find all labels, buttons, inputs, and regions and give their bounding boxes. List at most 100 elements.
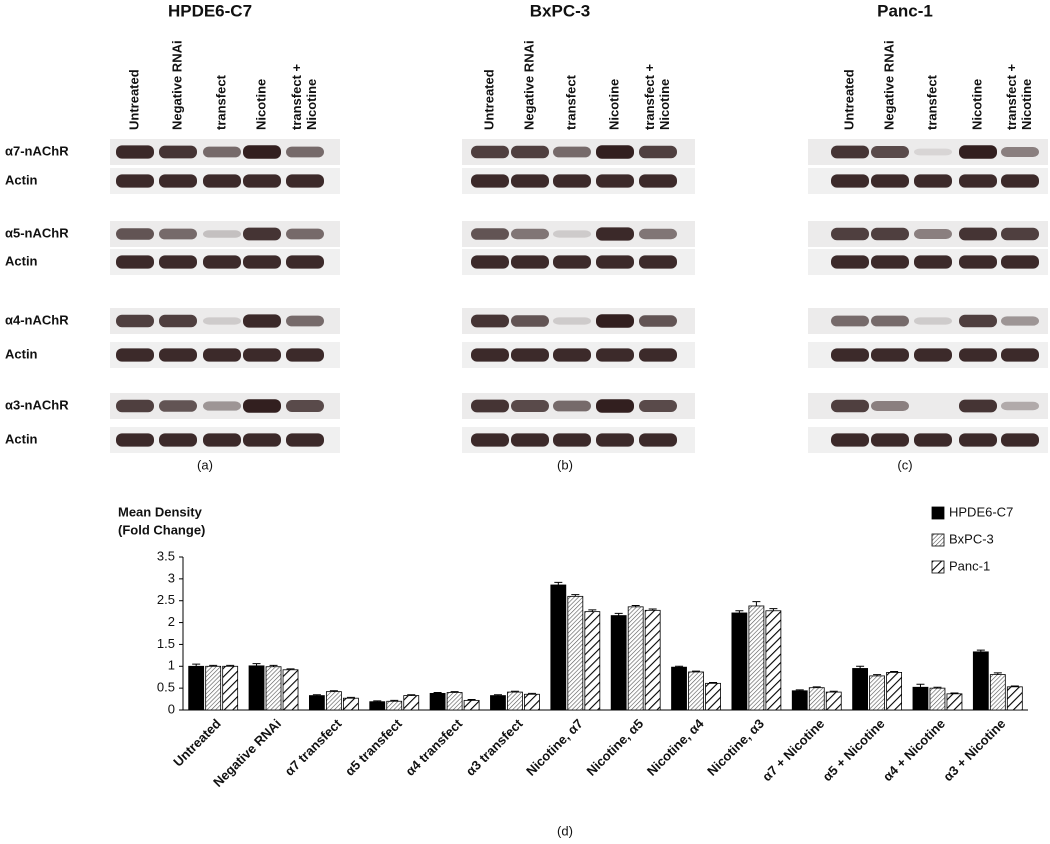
blot-band <box>116 433 154 447</box>
error-bar <box>735 610 744 613</box>
blot-band <box>831 433 869 447</box>
blot-band <box>959 174 997 188</box>
blot-band <box>553 400 591 412</box>
blot-band <box>203 401 241 411</box>
blot-band <box>159 255 197 269</box>
blot-band <box>959 255 997 269</box>
blot-band <box>959 314 997 328</box>
error-bar <box>450 691 459 693</box>
blot-band <box>639 255 677 269</box>
panel-title: HPDE6-C7 <box>168 1 252 20</box>
legend-swatch <box>931 560 945 574</box>
bar <box>929 687 946 711</box>
blot-band <box>286 174 324 188</box>
blot-band <box>1001 433 1039 447</box>
x-tick-label: α4 transfect <box>402 715 465 778</box>
bar <box>748 605 765 711</box>
blot-band <box>959 145 997 159</box>
bar <box>912 686 929 711</box>
x-tick-label: Nicotine, α3 <box>704 716 767 779</box>
bar <box>627 606 644 711</box>
blot-band <box>203 230 241 238</box>
legend-label: BxPC-3 <box>949 531 994 546</box>
blot-band <box>871 348 909 362</box>
bar <box>342 697 359 711</box>
row-label: Actin <box>5 172 38 187</box>
blot-band <box>639 228 677 240</box>
error-bar <box>329 690 338 692</box>
bar <box>429 692 446 711</box>
bar <box>490 695 506 711</box>
error-bar <box>675 665 684 668</box>
blot-band <box>116 399 154 413</box>
y-tick-label: 3 <box>168 570 175 585</box>
blot-band <box>243 433 281 447</box>
blot-band <box>471 228 509 240</box>
x-tick-label: Untreated <box>170 716 224 770</box>
blot-band <box>553 230 591 238</box>
bar <box>584 611 601 711</box>
error-bar <box>571 594 580 597</box>
blot-band <box>243 399 281 413</box>
legend-swatch <box>931 533 945 547</box>
y-axis-title: (Fold Change) <box>118 522 205 537</box>
y-tick-label: 2 <box>168 614 175 629</box>
bar <box>369 701 386 711</box>
error-bar <box>390 699 399 702</box>
bar <box>222 665 239 711</box>
error-bar <box>1010 685 1019 687</box>
error-bar <box>312 694 321 696</box>
bar <box>765 610 782 711</box>
bar <box>446 692 463 711</box>
blot-band <box>1001 255 1039 269</box>
blot-band <box>553 174 591 188</box>
blot-band <box>159 348 197 362</box>
bar <box>852 668 869 711</box>
blot-band <box>203 348 241 362</box>
row-label: Actin <box>5 431 38 446</box>
blot-band <box>639 433 677 447</box>
error-bar <box>373 700 382 702</box>
error-bar <box>752 601 761 606</box>
blot-band <box>553 348 591 362</box>
error-bar <box>890 671 899 673</box>
blot-band <box>159 228 197 240</box>
lane-label: Untreated <box>481 69 496 130</box>
bar <box>671 666 687 711</box>
blot-band <box>871 174 909 188</box>
blot-band <box>553 433 591 447</box>
blot-band <box>1001 227 1039 241</box>
error-bar <box>554 581 563 585</box>
blot-band <box>553 255 591 269</box>
bar <box>567 595 584 711</box>
error-bar <box>269 664 278 667</box>
panel-caption: (b) <box>557 457 573 472</box>
panel-title: BxPC-3 <box>530 1 590 20</box>
error-bar <box>873 674 882 676</box>
bar <box>550 584 567 711</box>
row-label: α4-nAChR <box>5 312 69 327</box>
error-bar <box>829 690 838 693</box>
row-label: α7-nAChR <box>5 143 69 158</box>
blot-band <box>596 227 634 241</box>
bar <box>705 682 721 711</box>
error-bar <box>493 694 502 696</box>
blot-band <box>831 174 869 188</box>
bar <box>644 609 661 711</box>
blot-band <box>471 145 509 159</box>
bar <box>972 651 989 711</box>
blot-band <box>203 433 241 447</box>
bar <box>282 669 299 711</box>
error-bar <box>467 699 476 701</box>
blot-band <box>914 174 952 188</box>
lane-label: transfect <box>924 74 939 130</box>
blot-band <box>203 255 241 269</box>
lane-label: Untreated <box>841 69 856 130</box>
blot-band <box>831 315 869 327</box>
blot-band <box>871 146 909 158</box>
y-tick-label: 1 <box>168 658 175 673</box>
legend-swatch <box>931 506 945 520</box>
bar <box>808 687 825 711</box>
blot-band <box>596 399 634 413</box>
